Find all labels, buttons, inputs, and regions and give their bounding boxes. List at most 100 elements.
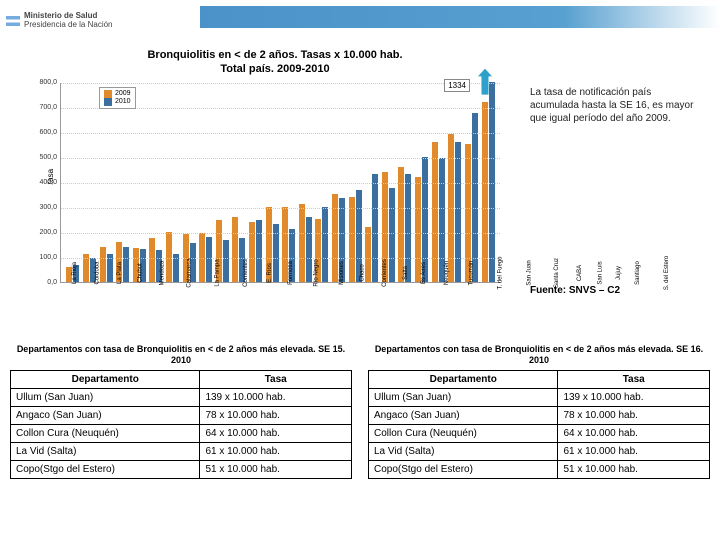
bar-2009 — [166, 232, 172, 282]
logo-line3: Presidencia de la Nación — [24, 21, 113, 30]
bar-2010 — [372, 174, 378, 282]
x-label: Salta — [403, 266, 409, 280]
table-cell: Copo(Stgo del Estero) — [11, 460, 200, 478]
table-row: Ullum (San Juan)139 x 10.000 hab. — [11, 388, 352, 406]
bar-2010 — [223, 240, 229, 281]
x-label: Catamarca — [187, 258, 193, 287]
x-label: Santiago — [635, 261, 641, 285]
table-cell: 61 x 10.000 hab. — [200, 442, 352, 460]
header: Ministerio de Salud Presidencia de la Na… — [0, 0, 720, 42]
callout-value: 1334 — [444, 79, 470, 92]
grid-line — [61, 133, 500, 134]
x-label: Santa Cruz — [554, 258, 560, 288]
grid-line — [61, 183, 500, 184]
table-cell: 139 x 10.000 hab. — [558, 388, 710, 406]
bar-2009 — [349, 197, 355, 282]
table-row: Angaco (San Juan)78 x 10.000 hab. — [11, 406, 352, 424]
grid-line — [61, 83, 500, 84]
logo-line2: Salud — [76, 11, 98, 20]
x-label: Mendoza — [160, 261, 166, 286]
table-cell: Collon Cura (Neuquén) — [369, 424, 558, 442]
x-label: Formosa — [288, 261, 294, 285]
y-tick: 600,0 — [33, 129, 57, 136]
table-block: Departamentos con tasa de Bronquiolitis … — [10, 344, 352, 479]
side-annotation: La tasa de notificación país acumulada h… — [530, 86, 700, 125]
logo-text: Ministerio de Salud Presidencia de la Na… — [24, 12, 113, 30]
table-cell: Ullum (San Juan) — [11, 388, 200, 406]
table-cell: Ullum (San Juan) — [369, 388, 558, 406]
table-row: La Vid (Salta)61 x 10.000 hab. — [11, 442, 352, 460]
x-label: San Juan — [527, 260, 533, 285]
legend-label-2010: 2010 — [115, 98, 131, 105]
table-cell: 139 x 10.000 hab. — [200, 388, 352, 406]
table-block: Departamentos con tasa de Bronquiolitis … — [368, 344, 710, 479]
table-row: Copo(Stgo del Estero)51 x 10.000 hab. — [369, 460, 710, 478]
y-tick: 100,0 — [33, 254, 57, 261]
logo-line1: Ministerio de — [24, 11, 73, 20]
table-header: Tasa — [558, 370, 710, 388]
table-row: Angaco (San Juan)78 x 10.000 hab. — [369, 406, 710, 424]
header-band — [200, 6, 720, 28]
table-header: Departamento — [11, 370, 200, 388]
x-label: Corrientes — [243, 259, 249, 287]
bar-2009 — [398, 167, 404, 282]
x-labels: La RiojaCórdobaLa PlataChubutMendozaCata… — [64, 248, 496, 254]
x-label: Jujuy — [616, 266, 622, 280]
x-label: CABA — [577, 265, 583, 281]
x-label: Bs Aires — [421, 262, 427, 284]
bar-group — [298, 204, 314, 282]
x-label: Chaco — [360, 264, 366, 281]
y-tick: 400,0 — [33, 179, 57, 186]
x-label: S. del Estero — [664, 256, 670, 290]
x-label: La Rioja — [72, 262, 78, 284]
x-label: Misiones — [339, 261, 345, 285]
bar-2010 — [472, 113, 478, 282]
bar-2010 — [389, 188, 395, 282]
y-tick: 800,0 — [33, 79, 57, 86]
table-cell: Collon Cura (Neuquén) — [11, 424, 200, 442]
table-row: La Vid (Salta)61 x 10.000 hab. — [369, 442, 710, 460]
x-label: Chubut — [138, 263, 144, 282]
table-header: Tasa — [200, 370, 352, 388]
x-label: La Pampa — [215, 259, 221, 286]
y-tick: 300,0 — [33, 204, 57, 211]
bar-group — [397, 167, 413, 282]
x-label: Corrientes — [382, 259, 388, 287]
ministry-logo: Ministerio de Salud Presidencia de la Na… — [6, 4, 206, 38]
y-tick: 500,0 — [33, 154, 57, 161]
table-cell: Copo(Stgo del Estero) — [369, 460, 558, 478]
x-label: E. Ríos — [266, 263, 272, 283]
grid-line — [61, 208, 500, 209]
table-title: Departamentos con tasa de Bronquiolitis … — [10, 344, 352, 366]
chart-title: Bronquiolitis en < de 2 años. Tasas x 10… — [40, 48, 510, 77]
bar-2010 — [455, 142, 461, 282]
table-cell: 61 x 10.000 hab. — [558, 442, 710, 460]
bar-group — [165, 232, 181, 282]
bar-2010 — [322, 207, 328, 282]
chart-block: Bronquiolitis en < de 2 años. Tasas x 10… — [40, 48, 510, 283]
table-cell: La Vid (Salta) — [11, 442, 200, 460]
x-label: La Plata — [117, 262, 123, 284]
table-cell: 78 x 10.000 hab. — [558, 406, 710, 424]
bar-2009 — [299, 204, 305, 282]
bar-2010 — [206, 237, 212, 282]
x-label: Córdoba — [95, 261, 101, 284]
data-table: DepartamentoTasaUllum (San Juan)139 x 10… — [10, 370, 352, 479]
table-row: Collon Cura (Neuquén)64 x 10.000 hab. — [11, 424, 352, 442]
table-cell: La Vid (Salta) — [369, 442, 558, 460]
table-row: Copo(Stgo del Estero)51 x 10.000 hab. — [11, 460, 352, 478]
argentina-flag-icon — [6, 16, 20, 26]
bar-2009 — [432, 142, 438, 282]
x-label: Río Negro — [314, 259, 320, 286]
x-label: Tucumán — [468, 261, 474, 286]
chart-legend: 2009 2010 — [99, 87, 136, 109]
table-cell: 51 x 10.000 hab. — [200, 460, 352, 478]
table-title: Departamentos con tasa de Bronquiolitis … — [368, 344, 710, 366]
x-label: San Luis — [597, 261, 603, 284]
bar-2009 — [482, 102, 488, 282]
grid-line — [61, 233, 500, 234]
x-label: Neuquén — [444, 261, 450, 285]
y-tick: 0,0 — [33, 279, 57, 286]
y-tick: 700,0 — [33, 104, 57, 111]
source-label: Fuente: SNVS – C2 — [530, 285, 620, 296]
